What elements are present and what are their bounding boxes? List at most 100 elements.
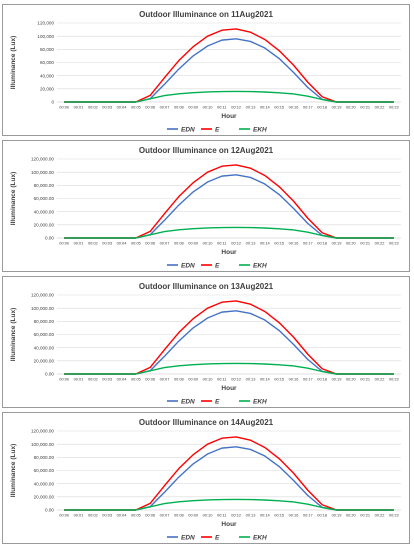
- x-tick-label: 00:09: [188, 241, 198, 246]
- x-tick-label: 00:14: [260, 513, 271, 518]
- y-tick-label: 100,000.00: [31, 442, 54, 447]
- y-tick-label: 40,000.00: [34, 345, 55, 350]
- chart-svg-12aug: Outdoor Illuminance on 12Aug2021 0.00 20,0…: [10, 146, 401, 269]
- x-tick-label: 00:05: [131, 377, 141, 382]
- x-tick-label: 00:16: [289, 241, 299, 246]
- x-tick-label: 00:12: [231, 377, 241, 382]
- chart-panel-12aug: Outdoor Illuminance on 12Aug2021 0.00 20,0…: [2, 140, 410, 272]
- chart-panel-13aug: Outdoor Illuminance on 13Aug2021 0.00 20,0…: [2, 276, 410, 408]
- x-tick-label: 00:10: [203, 105, 214, 110]
- legend-label-edn: EDN: [181, 534, 195, 541]
- y-tick-label: 20,000.00: [34, 494, 55, 499]
- x-tick-label: 00:03: [102, 513, 112, 518]
- legend-label-e: E: [215, 534, 220, 541]
- x-tick-label: 00:06: [145, 105, 155, 110]
- x-tick-label: 00:07: [160, 513, 170, 518]
- x-tick-label: 00:00: [59, 105, 70, 110]
- y-tick-label: 80,000.00: [34, 319, 55, 324]
- chart-svg-14aug: Outdoor Illuminance on 14Aug2021 0.00 20,0…: [10, 418, 401, 541]
- x-tick-label: 00:11: [217, 377, 226, 382]
- x-tick-label: 00:18: [317, 105, 327, 110]
- x-tick-label: 00:10: [203, 513, 214, 518]
- x-tick-label: 00:14: [260, 241, 271, 246]
- y-tick-label: 80,000.00: [34, 183, 55, 188]
- x-tick-label: 00:18: [317, 513, 327, 518]
- x-tick-label: 00:03: [102, 105, 112, 110]
- series-line-ekh: [64, 90, 394, 103]
- x-tick-label: 00:06: [145, 241, 155, 246]
- y-tick-label: 120,000.00: [31, 157, 54, 162]
- x-tick-label: 00:07: [160, 105, 170, 110]
- y-tick-label: 0: [51, 100, 54, 105]
- x-axis-title: Hour: [221, 385, 237, 392]
- x-tick-label: 00:11: [217, 105, 226, 110]
- x-tick-label: 00:17: [303, 105, 313, 110]
- x-tick-label: 00:19: [332, 241, 342, 246]
- x-tick-label: 00:11: [217, 241, 226, 246]
- y-tick-label: 40,000.00: [34, 481, 55, 486]
- x-tick-label: 00:13: [246, 241, 256, 246]
- y-tick-label: 120,000.00: [31, 293, 54, 298]
- x-tick-label: 00:22: [375, 377, 385, 382]
- y-tick-label: 40,000: [40, 73, 54, 78]
- y-tick-label: 60,000.00: [34, 332, 55, 337]
- x-tick-label: 00:18: [317, 377, 327, 382]
- x-tick-label: 00:19: [332, 105, 342, 110]
- legend-label-ekh: EKH: [253, 262, 267, 269]
- series-line-edn: [64, 446, 394, 511]
- x-tick-label: 00:05: [131, 513, 141, 518]
- x-tick-label: 00:15: [274, 105, 284, 110]
- series-line-ekh: [64, 226, 394, 239]
- x-tick-label: 00:13: [246, 513, 256, 518]
- x-tick-label: 00:13: [246, 105, 256, 110]
- x-tick-label: 00:16: [289, 105, 299, 110]
- x-tick-label: 00:05: [131, 241, 141, 246]
- x-tick-label: 00:14: [260, 377, 271, 382]
- y-axis-title: Illuminance (Lux): [10, 444, 17, 497]
- x-tick-label: 00:00: [59, 241, 70, 246]
- x-tick-label: 00:08: [174, 241, 184, 246]
- x-tick-label: 00:01: [74, 377, 84, 382]
- x-tick-label: 00:02: [88, 377, 98, 382]
- x-tick-label: 00:11: [217, 513, 226, 518]
- x-tick-label: 00:14: [260, 105, 271, 110]
- y-tick-label: 0.00: [45, 508, 54, 513]
- x-tick-label: 00:22: [375, 241, 385, 246]
- series-line-edn: [64, 174, 394, 239]
- x-axis-title: Hour: [221, 113, 237, 120]
- legend-label-ekh: EKH: [253, 534, 267, 541]
- x-tick-label: 00:07: [160, 377, 170, 382]
- y-axis-title: Illuminance (Lux): [10, 172, 17, 225]
- chart-panel-14aug: Outdoor Illuminance on 14Aug2021 0.00 20,0…: [2, 412, 410, 544]
- x-tick-label: 00:16: [289, 513, 299, 518]
- x-tick-label: 00:17: [303, 513, 313, 518]
- x-tick-label: 00:00: [59, 377, 70, 382]
- x-tick-label: 00:23: [389, 105, 399, 110]
- chart-svg-11aug: Outdoor Illuminance on 11Aug2021 0 20,000 4…: [10, 10, 401, 133]
- x-tick-label: 00:21: [360, 377, 370, 382]
- y-tick-label: 120,000: [37, 21, 54, 26]
- legend-label-ekh: EKH: [253, 398, 267, 405]
- x-tick-label: 00:09: [188, 513, 198, 518]
- x-tick-label: 00:09: [188, 377, 198, 382]
- x-tick-label: 00:23: [389, 377, 399, 382]
- x-tick-label: 00:10: [203, 377, 214, 382]
- x-tick-label: 00:02: [88, 241, 98, 246]
- y-tick-label: 20,000.00: [34, 222, 55, 227]
- x-tick-label: 00:22: [375, 513, 385, 518]
- series-line-ekh: [64, 498, 394, 511]
- series-line-edn: [64, 310, 394, 375]
- y-tick-label: 100,000.00: [31, 306, 54, 311]
- y-tick-label: 60,000.00: [34, 196, 55, 201]
- y-tick-label: 60,000: [40, 60, 54, 65]
- x-tick-label: 00:15: [274, 513, 284, 518]
- x-tick-label: 00:18: [317, 241, 327, 246]
- x-tick-label: 00:23: [389, 241, 399, 246]
- x-tick-label: 00:17: [303, 241, 313, 246]
- y-axis-title: Illuminance (Lux): [10, 36, 17, 89]
- y-tick-label: 100,000.00: [31, 170, 54, 175]
- x-tick-label: 00:20: [346, 241, 357, 246]
- x-tick-label: 00:19: [332, 377, 342, 382]
- x-tick-label: 00:04: [117, 513, 128, 518]
